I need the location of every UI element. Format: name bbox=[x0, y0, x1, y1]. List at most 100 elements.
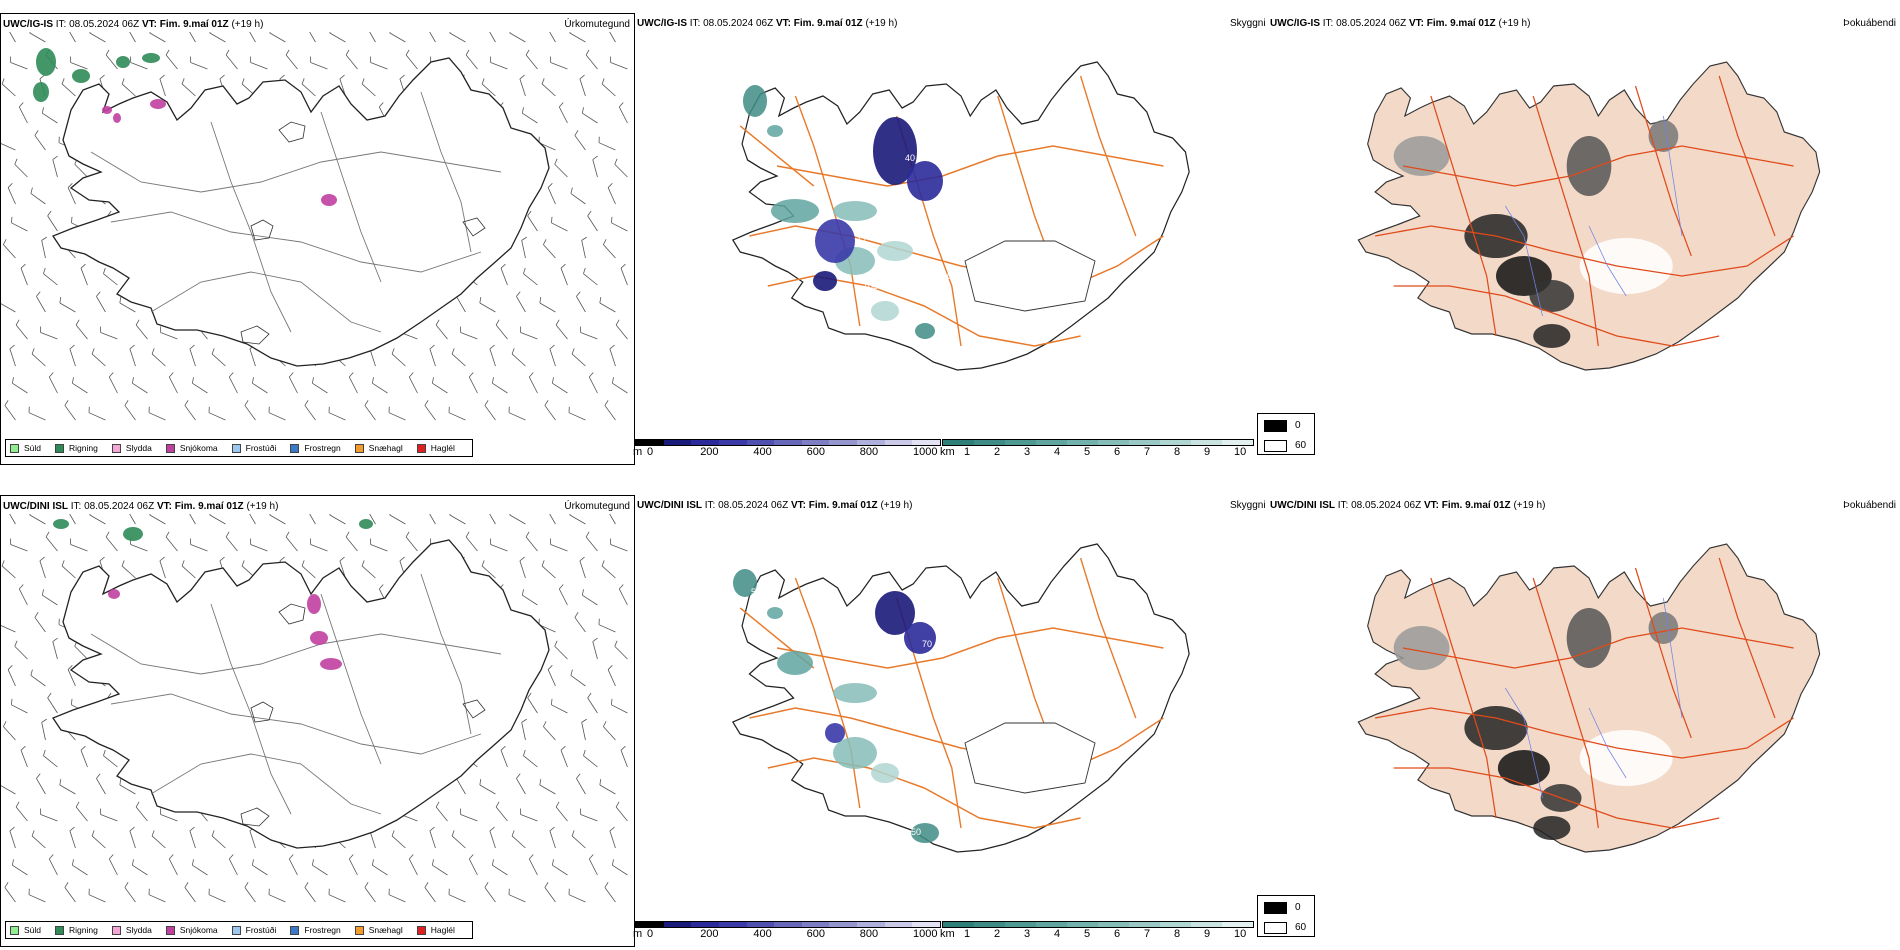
wind-barb-flag bbox=[41, 589, 44, 596]
wind-barb-flag bbox=[560, 263, 566, 269]
wind-barb-flag bbox=[165, 531, 170, 538]
scale-bar bbox=[942, 439, 1254, 446]
wind-barb-flag bbox=[541, 560, 545, 567]
wind-barb bbox=[151, 353, 166, 367]
wind-barb bbox=[369, 348, 376, 367]
wind-barb-flag bbox=[124, 400, 129, 406]
wind-barb-flag bbox=[509, 32, 511, 34]
legend-item: Slydda bbox=[111, 443, 152, 453]
wind-barb bbox=[100, 332, 118, 340]
scale-tick-label: 9 bbox=[1204, 446, 1211, 458]
scale-color bbox=[1160, 922, 1191, 927]
precip-area bbox=[116, 56, 130, 68]
wind-barb bbox=[252, 382, 268, 394]
visibility-label: 46 bbox=[958, 215, 968, 225]
wind-barb bbox=[511, 353, 526, 367]
wind-barb-flag bbox=[523, 749, 526, 756]
scale-tick-label: 800 bbox=[859, 928, 879, 940]
wind-barb-flag bbox=[528, 372, 534, 378]
wind-barb bbox=[121, 83, 136, 97]
scale-color bbox=[1098, 440, 1129, 445]
wind-barb bbox=[583, 755, 598, 768]
wind-barb bbox=[165, 536, 178, 552]
wind-barb bbox=[52, 159, 58, 178]
road-network bbox=[1375, 557, 1794, 829]
wind-barb bbox=[604, 405, 616, 421]
wind-barb bbox=[550, 544, 568, 552]
iceland-coastline bbox=[731, 543, 1190, 853]
visibility-map: 57 70 108 150 50 76 124 50 bbox=[731, 543, 1190, 853]
wind-barb-flag bbox=[34, 612, 39, 618]
wind-barb bbox=[519, 560, 526, 579]
wind-barb-flag bbox=[131, 377, 134, 384]
wind-barb bbox=[388, 412, 406, 421]
wind-barb bbox=[1, 303, 16, 313]
low-visibility-area bbox=[911, 823, 939, 843]
wind-barb bbox=[268, 894, 286, 903]
scale-color bbox=[943, 922, 974, 927]
scale-unit: km bbox=[940, 928, 955, 940]
wind-barb bbox=[509, 32, 526, 43]
wind-barb bbox=[10, 62, 28, 70]
wind-barb bbox=[609, 830, 616, 849]
wind-barb-flag bbox=[36, 291, 41, 297]
visibility-label: 50 bbox=[911, 827, 921, 837]
wind-barb-flag bbox=[558, 584, 564, 590]
wind-barb-flag bbox=[4, 882, 9, 888]
scale-color bbox=[1191, 440, 1222, 445]
wind-barb bbox=[103, 755, 118, 768]
legend-item: Frostúði bbox=[231, 443, 277, 453]
wind-barb bbox=[168, 858, 178, 876]
scale-color bbox=[974, 922, 1005, 927]
legend-label: Frostúði bbox=[245, 443, 277, 453]
wind-barb-flag bbox=[588, 372, 594, 378]
wind-barb bbox=[96, 296, 106, 313]
wind-barb bbox=[1, 565, 16, 579]
wind-barb-flag bbox=[555, 801, 560, 808]
wind-barb-flag bbox=[491, 859, 494, 866]
wind-barb bbox=[372, 382, 388, 394]
wind-barb-flag bbox=[424, 400, 429, 406]
wind-barb-flag bbox=[579, 556, 585, 562]
wind-barb bbox=[75, 324, 88, 340]
wind-barb bbox=[592, 159, 598, 178]
wind-barb bbox=[611, 222, 628, 232]
wind-barb bbox=[129, 514, 136, 525]
wind-barb-flag bbox=[52, 637, 58, 642]
wind-barb bbox=[88, 894, 106, 903]
wind-barb-flag bbox=[43, 267, 46, 274]
scale-color bbox=[1222, 440, 1253, 445]
cloud-field bbox=[1533, 816, 1571, 840]
wind-barb-flag bbox=[189, 826, 195, 832]
wind-barb bbox=[149, 32, 166, 43]
wind-barb-flag bbox=[329, 32, 331, 34]
wind-barb-flag bbox=[614, 158, 618, 165]
wind-barb bbox=[12, 382, 28, 394]
wind-barb bbox=[570, 675, 586, 687]
scale-tick-label: 400 bbox=[753, 928, 772, 940]
wind-barb bbox=[4, 405, 16, 421]
wind-barb bbox=[244, 887, 256, 903]
wind-barb-flag bbox=[581, 107, 584, 114]
wind-barb bbox=[59, 784, 76, 795]
wind-barb-flag bbox=[311, 859, 314, 866]
wind-barb bbox=[521, 240, 526, 259]
wind-barb-flag bbox=[269, 32, 271, 34]
wind-barb bbox=[391, 353, 406, 367]
low-visibility-area bbox=[767, 125, 783, 137]
wind-barb bbox=[72, 864, 88, 876]
road bbox=[210, 603, 292, 815]
precip-area bbox=[102, 106, 112, 114]
wind-barb-flag bbox=[479, 297, 482, 304]
road bbox=[320, 111, 382, 283]
wind-barb bbox=[609, 348, 616, 367]
wind-barb bbox=[31, 353, 46, 367]
visibility-label: 149 bbox=[839, 317, 854, 327]
wind-barb-flag bbox=[184, 400, 189, 406]
wind-barb-flag bbox=[484, 400, 489, 406]
wind-barb bbox=[80, 268, 88, 286]
wind-barb bbox=[225, 536, 238, 552]
wind-barb-flag bbox=[576, 773, 581, 779]
wind-barb bbox=[43, 755, 58, 768]
wind-barb bbox=[74, 163, 88, 178]
